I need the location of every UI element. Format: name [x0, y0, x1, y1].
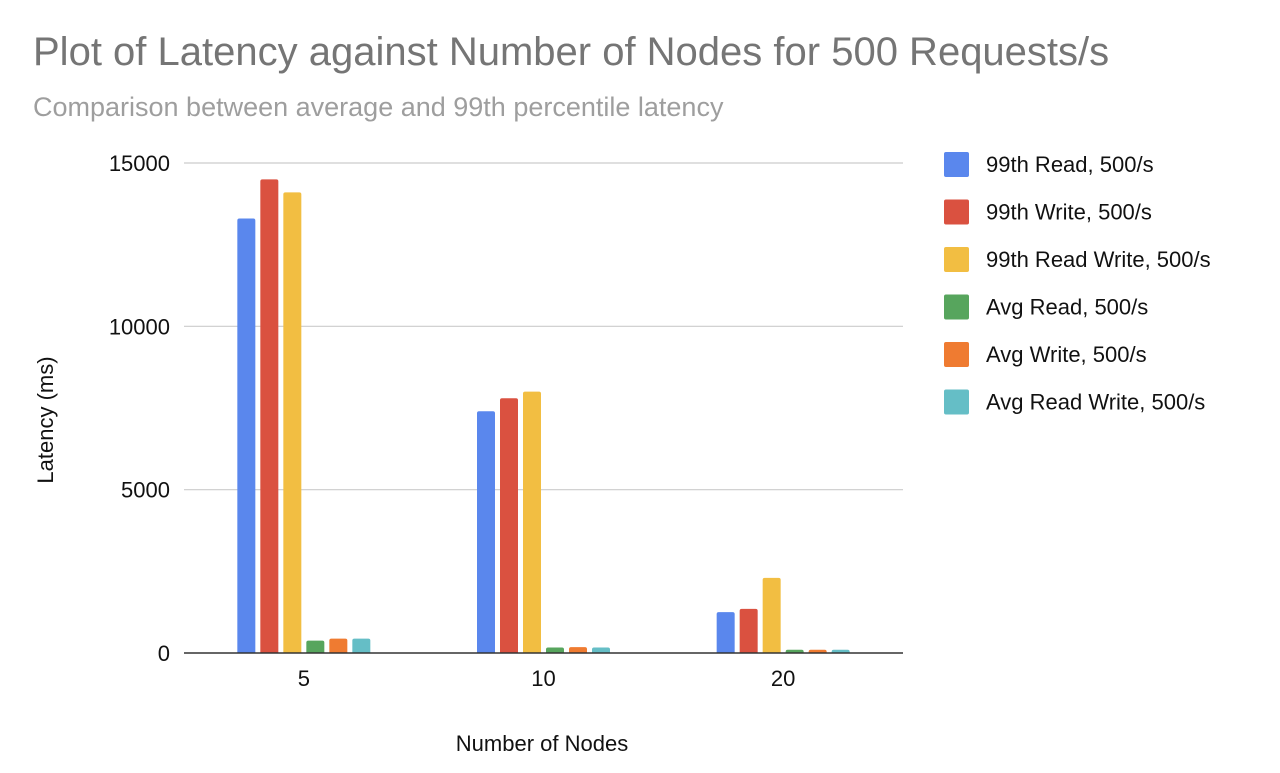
bar [716, 612, 735, 653]
y-tick-label: 0 [158, 641, 170, 666]
x-tick-label: 10 [531, 666, 555, 691]
legend-swatch [944, 199, 969, 225]
legend-swatch [944, 342, 969, 367]
x-axis-title: Number of Nodes [456, 731, 628, 756]
y-tick-label: 15000 [109, 151, 170, 176]
bar [500, 398, 518, 653]
legend-swatch [944, 294, 969, 320]
gridlines [184, 162, 903, 491]
x-tick-label: 5 [298, 666, 310, 691]
bar [808, 649, 827, 653]
y-axis-ticks: 0 5000 10000 15000 [109, 151, 170, 666]
bar [831, 649, 850, 653]
y-tick-label: 5000 [121, 478, 170, 503]
legend-label: 99th Read, 500/s [986, 152, 1154, 177]
bar [283, 192, 302, 653]
x-tick-label: 20 [771, 666, 795, 691]
bar [762, 577, 781, 653]
bar [237, 218, 256, 654]
chart-subtitle: Comparison between average and 99th perc… [33, 92, 724, 122]
legend-label: 99th Read Write, 500/s [986, 247, 1211, 272]
legend-swatch [944, 247, 969, 272]
legend-label: Avg Read, 500/s [986, 295, 1148, 320]
bar [329, 638, 348, 653]
chart-title: Plot of Latency against Number of Nodes … [33, 30, 1110, 74]
legend: 99th Read, 500/s 99th Write, 500/s 99th Re… [944, 152, 1211, 415]
legend-label: Avg Write, 500/s [986, 342, 1147, 367]
bar [785, 649, 804, 653]
bar [306, 640, 325, 653]
y-axis-title: Latency (ms) [33, 356, 58, 483]
bar [523, 391, 541, 653]
legend-swatch [944, 389, 969, 415]
bar [592, 647, 610, 653]
bar [260, 179, 279, 654]
legend-label: 99th Write, 500/s [986, 200, 1152, 225]
legend-swatch [944, 152, 969, 177]
bar [352, 638, 371, 653]
x-axis-ticks: 5 10 20 [298, 666, 796, 691]
y-tick-label: 10000 [109, 314, 170, 339]
legend-label: Avg Read Write, 500/s [986, 390, 1205, 415]
bar [546, 647, 564, 653]
bar [477, 411, 495, 653]
bar [569, 647, 587, 653]
bar [739, 608, 758, 653]
bars [237, 179, 850, 654]
